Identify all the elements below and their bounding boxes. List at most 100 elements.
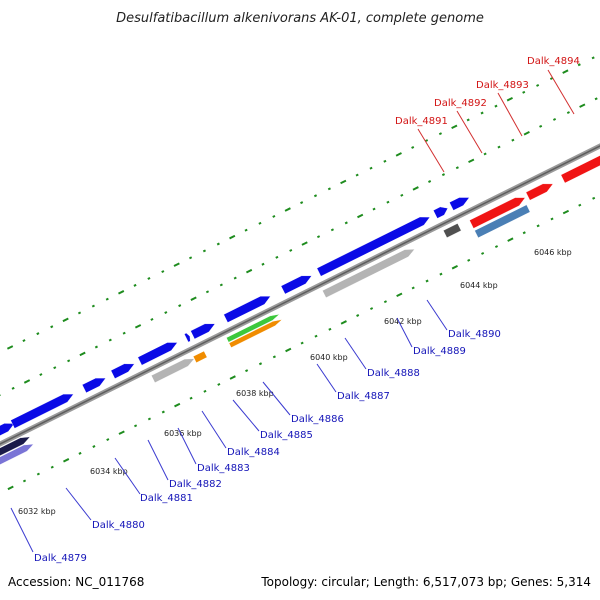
tick-row-strand-top	[400, 193, 404, 197]
tick-row-outer	[272, 214, 276, 218]
gene-feature-blue	[10, 393, 74, 429]
tick-row-strand-bottom	[300, 341, 304, 345]
tick-row-strand-top	[122, 331, 126, 335]
tick-row-strand-bottom	[550, 217, 554, 221]
tick-row-strand-bottom	[161, 410, 165, 414]
gene-label: Dalk_4891	[395, 116, 448, 127]
tick-row-strand-bottom	[467, 258, 471, 262]
tick-row-strand-bottom	[507, 237, 514, 242]
tick-row-outer	[62, 317, 69, 323]
tick-row-strand-top	[330, 228, 334, 232]
gene-feature-blue	[110, 363, 135, 379]
tick-row-strand-bottom	[578, 203, 582, 207]
kbp-label: 6032 kbp	[18, 507, 56, 516]
gene-leader-line	[177, 427, 197, 465]
tick-row-strand-bottom	[369, 307, 374, 311]
tick-row-strand-top	[468, 158, 475, 164]
gene-feature-gray	[322, 248, 416, 298]
backbone-line-outer	[0, 143, 600, 447]
kbp-label: 6046 kbp	[534, 248, 572, 257]
tick-row-strand-top	[386, 200, 390, 204]
tick-row-strand-bottom	[7, 485, 14, 491]
gene-label: Dalk_4893	[476, 80, 529, 91]
tick-row-strand-top	[245, 268, 253, 274]
tick-row-outer	[451, 124, 458, 130]
tick-row-strand-bottom	[147, 417, 152, 421]
tick-row-strand-bottom	[217, 382, 221, 386]
tick-row-strand-bottom	[174, 402, 181, 408]
tick-row-outer	[229, 234, 236, 240]
tick-row-outer	[161, 270, 165, 274]
tick-row-outer	[22, 339, 26, 342]
tick-row-outer	[91, 304, 95, 308]
gene-feature-lavender	[0, 443, 34, 465]
gene-leader-line	[201, 410, 227, 449]
gene-feature-blue	[137, 342, 178, 366]
tick-row-strand-bottom	[258, 362, 263, 366]
tick-row-strand-top	[275, 255, 279, 259]
gene-label: Dalk_4880	[92, 520, 145, 531]
tick-row-strand-bottom	[50, 465, 54, 469]
tick-row-outer	[494, 104, 498, 108]
gene-feature-gray	[151, 358, 195, 383]
tick-row-strand-bottom	[78, 451, 82, 455]
tick-row-strand-top	[108, 338, 112, 342]
gene-feature-red	[525, 183, 554, 201]
tick-row-strand-top	[289, 249, 293, 252]
tick-row-strand-top	[497, 145, 501, 149]
gene-leader-line	[497, 92, 523, 137]
tick-row-strand-bottom	[340, 320, 347, 325]
tick-row-outer	[50, 325, 54, 329]
map-title: Desulfatibacillum alkenivorans AK-01, co…	[116, 11, 484, 26]
tick-row-strand-top	[344, 221, 348, 225]
tick-row-outer	[522, 90, 526, 94]
tick-row-strand-top	[164, 311, 168, 314]
gene-label: Dalk_4888	[367, 368, 420, 379]
tick-row-strand-bottom	[92, 445, 96, 448]
tick-row-outer	[438, 132, 443, 136]
gene-feature-blue	[449, 197, 470, 211]
gene-feature-orange	[228, 319, 283, 348]
tick-row-strand-top	[539, 124, 543, 128]
gene-feature-navy	[0, 436, 31, 456]
gene-leader-line	[344, 337, 367, 370]
gene-feature-darkgray	[443, 223, 462, 238]
tick-row-outer	[105, 297, 109, 301]
accession-text: Accession: NC_011768	[8, 575, 144, 589]
tick-row-strand-bottom	[118, 430, 125, 435]
tick-row-strand-top	[53, 366, 57, 370]
tick-row-outer	[355, 173, 359, 177]
gene-leader-line	[417, 128, 445, 173]
gene-leader-line	[232, 399, 260, 432]
gene-label: Dalk_4883	[197, 463, 250, 474]
tick-row-strand-top	[79, 351, 86, 357]
gene-leader-line	[147, 439, 169, 481]
tick-row-outer	[369, 166, 373, 170]
gene-leader-line	[426, 299, 448, 331]
tick-row-strand-top	[11, 386, 15, 390]
tick-row-strand-top	[134, 324, 142, 329]
tick-row-strand-top	[523, 131, 530, 136]
tick-row-strand-bottom	[63, 458, 70, 463]
gene-feature-blue	[223, 296, 271, 323]
gene-leader-line	[114, 457, 141, 495]
tick-row-strand-top	[178, 304, 182, 308]
gene-leader-line	[547, 69, 575, 115]
tick-row-strand-top	[594, 97, 598, 101]
tick-row-outer	[411, 146, 415, 149]
tick-row-strand-bottom	[328, 327, 332, 331]
gene-leader-lines	[10, 69, 575, 553]
gene-leader-line	[10, 507, 34, 553]
tick-row-strand-bottom	[356, 314, 360, 317]
gene-label: Dalk_4886	[291, 414, 344, 425]
tick-row-outer	[133, 283, 137, 287]
tick-row-outer	[36, 332, 40, 336]
tick-row-outer	[562, 69, 569, 74]
gene-leader-line	[65, 487, 92, 521]
gene-leader-line	[316, 363, 337, 393]
gene-features	[0, 155, 600, 465]
tick-row-outer	[395, 152, 402, 157]
tick-row-strand-bottom	[425, 279, 429, 283]
tick-row-strand-top	[67, 359, 71, 363]
